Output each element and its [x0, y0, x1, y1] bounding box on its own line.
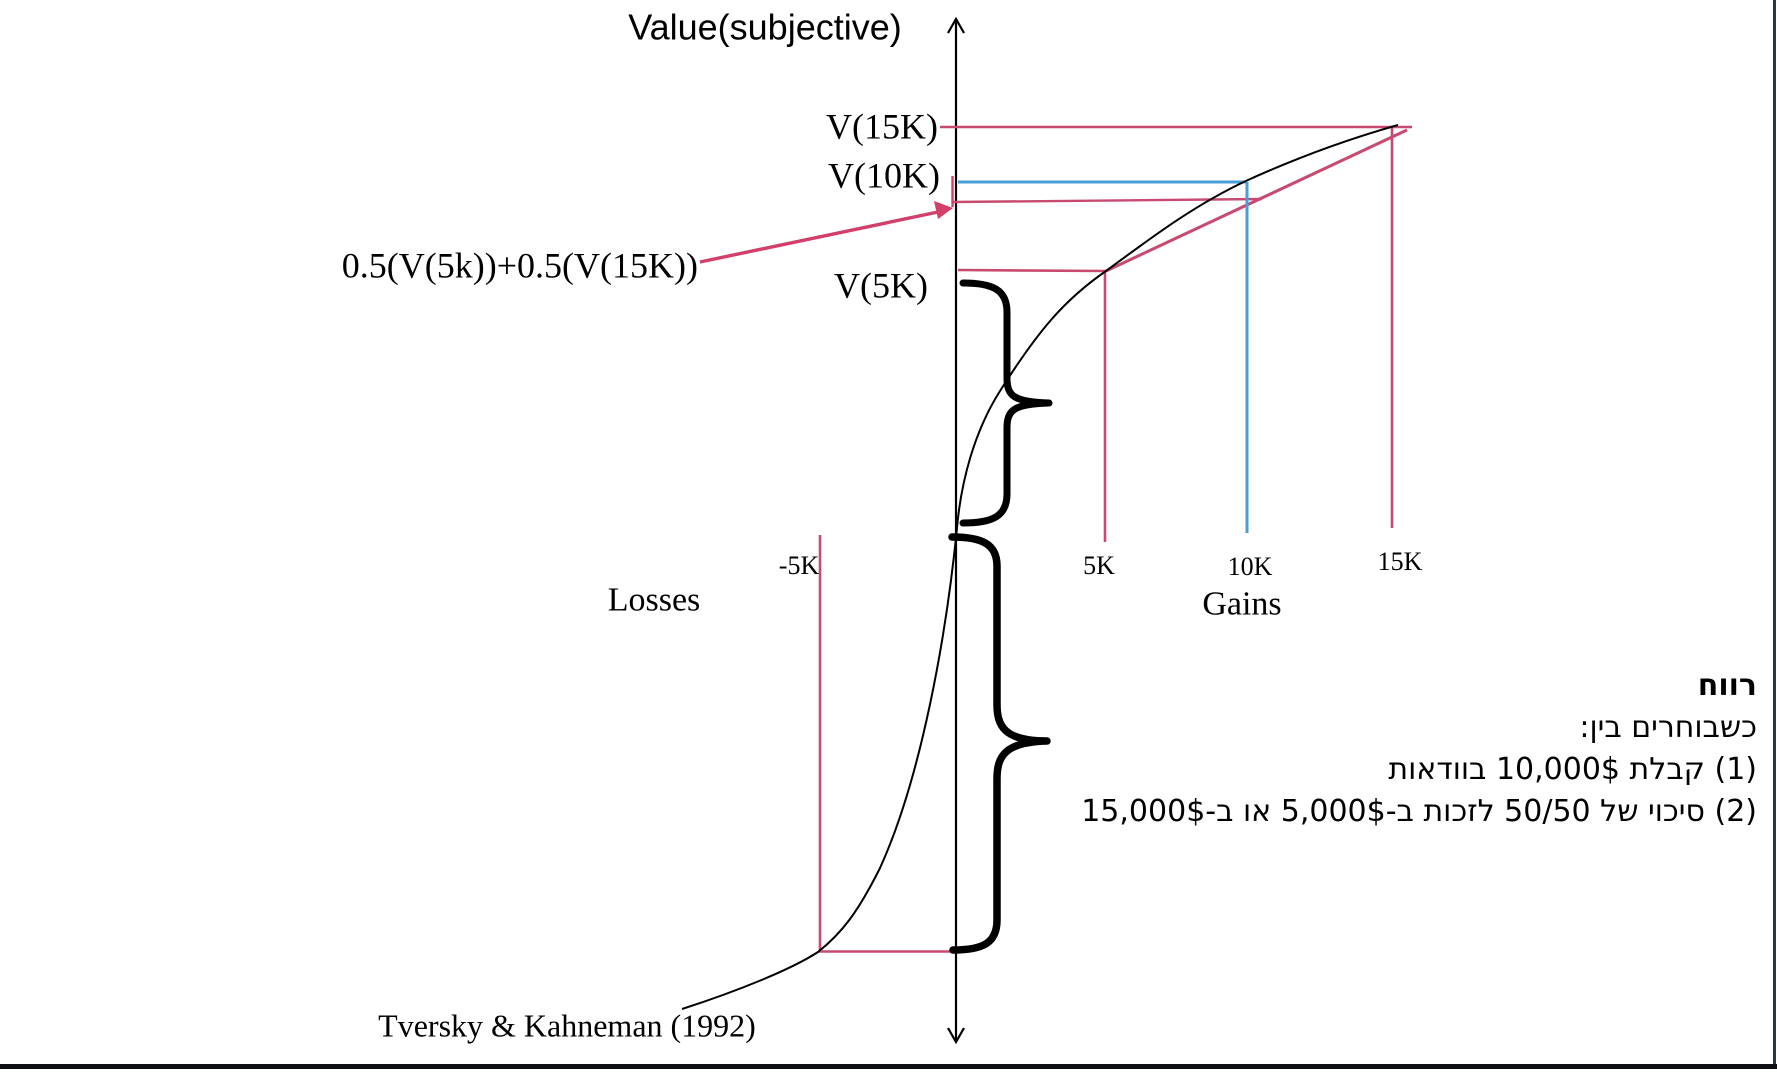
hebrew-note-line3: (2) סיכוי של 50/50 לזכות ב-5,000$ או ב-1… — [1081, 794, 1757, 829]
chart-title: Value(subjective) — [628, 6, 902, 48]
axis-arrow-down-icon — [947, 1027, 965, 1045]
gain-brace — [959, 279, 1053, 527]
expected-value-guide-line — [952, 197, 1263, 204]
tick-15k: 15K — [1377, 547, 1423, 577]
hebrew-note-heading: רווח — [1697, 668, 1757, 703]
hebrew-note-line1: כשבוחרים בין: — [1579, 710, 1757, 745]
hebrew-note-line2: (1) קבלת 10,000$ בוודאות — [1388, 752, 1757, 787]
tick-5k: 5K — [1083, 551, 1115, 581]
slide-bottom-border — [0, 1064, 1777, 1069]
loss-brace — [948, 533, 1051, 954]
ev-arrow-head-icon — [934, 201, 953, 219]
losses-axis-label: Losses — [607, 581, 701, 619]
slide-right-border — [1773, 0, 1776, 1069]
ev-arrow-shaft — [699, 210, 939, 264]
tick-10k: 10K — [1227, 552, 1273, 582]
v5k-guide-line — [957, 268, 1107, 273]
tick-neg5k: -5K — [778, 551, 820, 581]
expected-value-label: 0.5(V(5k))+0.5(V(15K)) — [341, 245, 698, 286]
v5k-label: V(5K) — [834, 265, 928, 306]
hebrew-note: רווח כשבוחרים בין: (1) קבלת 10,000$ בווד… — [1081, 665, 1757, 833]
gains-axis-label: Gains — [1202, 585, 1282, 623]
v10k-label: V(10K) — [828, 155, 940, 196]
value-curve — [681, 124, 1399, 1010]
v15k-label: V(15K) — [826, 106, 938, 147]
source-credit: Tversky & Kahneman (1992) — [378, 1007, 756, 1044]
chord-5k-15k — [1105, 128, 1408, 273]
axis-arrow-up-icon — [947, 16, 965, 34]
